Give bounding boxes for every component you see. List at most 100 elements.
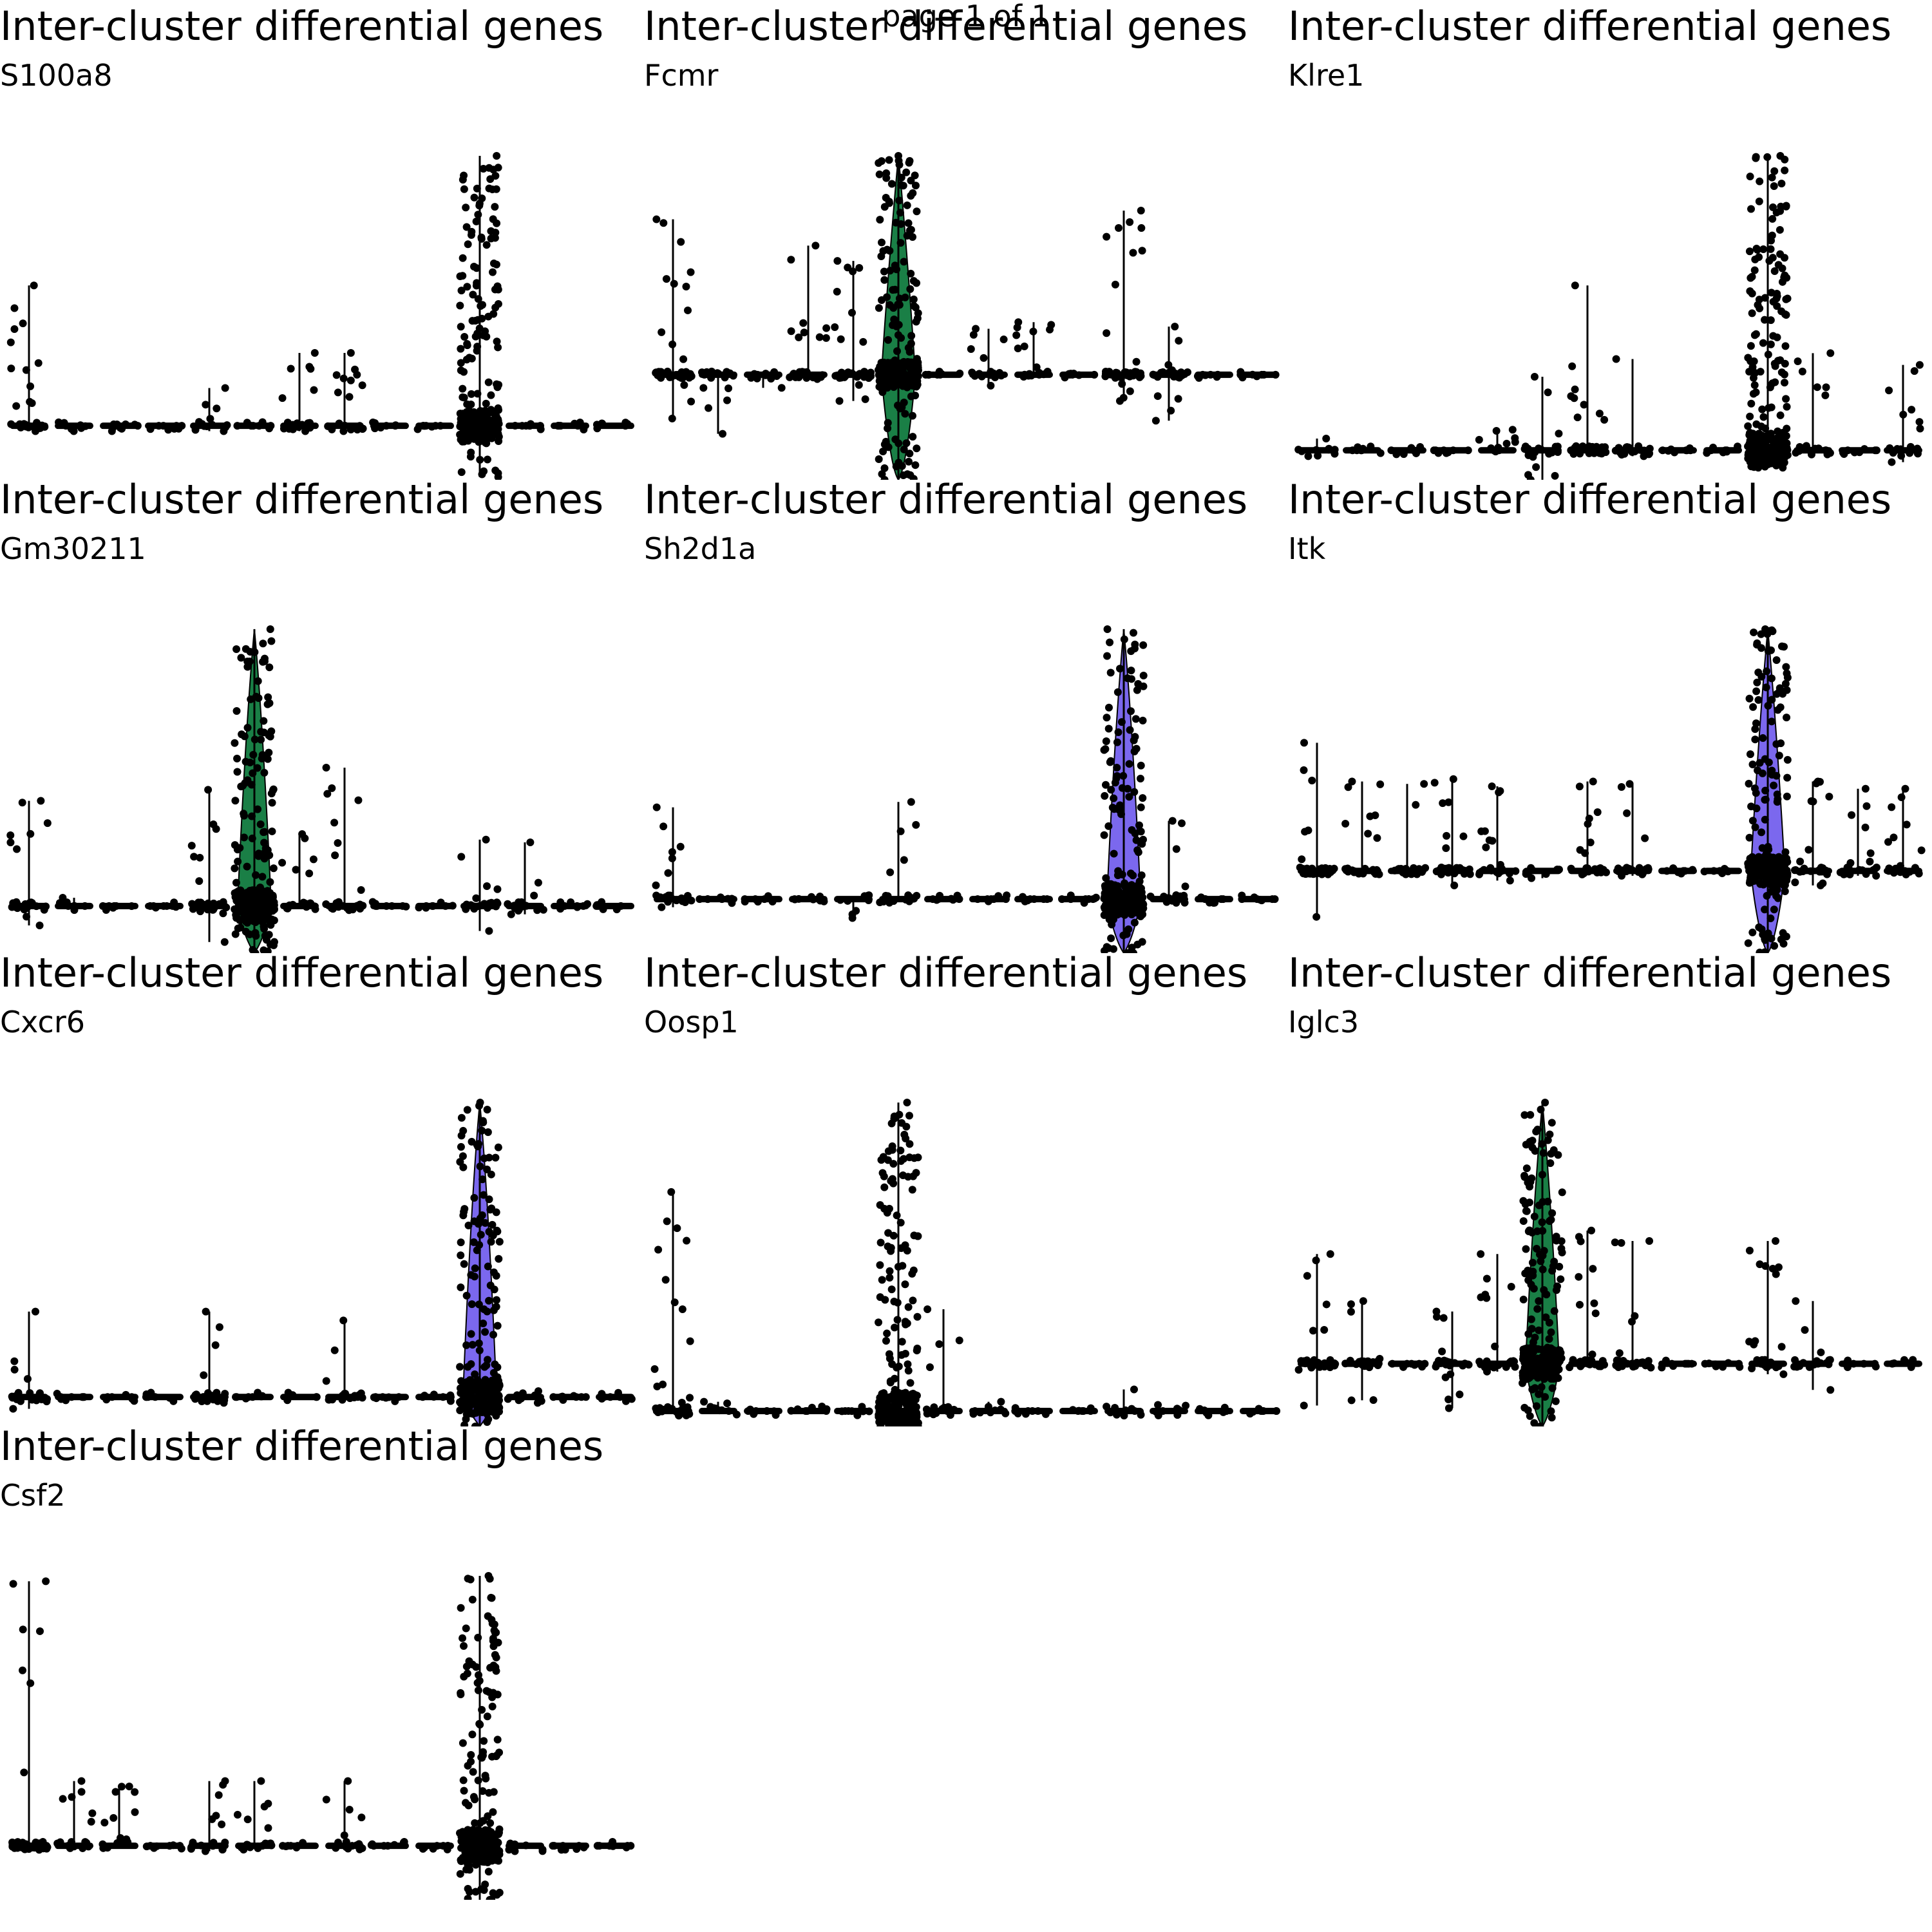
data-point	[1573, 413, 1582, 422]
data-point	[753, 895, 761, 904]
data-point	[898, 1351, 906, 1359]
data-point	[1028, 1407, 1037, 1416]
data-point	[907, 192, 915, 200]
data-point	[913, 207, 921, 216]
data-point	[777, 384, 786, 392]
data-point	[160, 902, 168, 910]
data-point	[1120, 635, 1128, 643]
data-point	[1475, 435, 1483, 444]
data-point	[1110, 794, 1118, 802]
data-point	[215, 1323, 223, 1331]
data-point	[877, 252, 886, 261]
data-point	[910, 1154, 918, 1162]
data-point	[191, 904, 199, 912]
data-point	[999, 336, 1008, 344]
data-point	[322, 1377, 330, 1385]
data-point	[1298, 447, 1306, 455]
data-point	[464, 240, 472, 249]
data-point	[1021, 1410, 1030, 1418]
chart-panel-1: Inter-cluster differential genes S100a8	[0, 6, 644, 480]
data-point	[1580, 401, 1588, 409]
data-point	[1758, 405, 1766, 413]
data-point	[213, 1388, 221, 1397]
data-point	[708, 367, 716, 375]
data-point	[668, 1405, 676, 1413]
data-point	[470, 1832, 478, 1841]
data-point	[667, 1188, 676, 1196]
data-point	[1364, 829, 1372, 838]
data-point	[1557, 1275, 1565, 1283]
data-point	[344, 1841, 352, 1850]
data-point	[892, 1403, 900, 1412]
data-point	[1130, 1385, 1138, 1394]
group-9	[369, 418, 409, 433]
data-point	[724, 1407, 733, 1416]
data-point	[1507, 1283, 1515, 1291]
data-point	[1403, 866, 1412, 875]
data-point	[123, 1840, 131, 1848]
data-point	[890, 315, 898, 323]
data-point	[429, 902, 437, 910]
data-point	[305, 869, 314, 878]
data-point	[891, 261, 899, 270]
data-point	[334, 839, 342, 848]
data-point	[486, 1575, 494, 1583]
data-point	[490, 1395, 498, 1403]
data-point	[489, 1634, 497, 1643]
data-point	[838, 1407, 846, 1416]
data-point	[491, 203, 499, 211]
group-3	[741, 892, 782, 906]
data-point	[880, 276, 889, 284]
data-point	[484, 378, 493, 386]
data-point	[470, 193, 478, 202]
data-point	[23, 1375, 32, 1383]
group-7	[1567, 777, 1610, 878]
group-11	[1100, 625, 1148, 953]
data-point	[485, 1195, 493, 1204]
data-point	[1376, 780, 1385, 788]
data-point	[1449, 775, 1457, 783]
data-point	[1817, 1348, 1825, 1356]
data-point	[911, 1415, 920, 1423]
data-point	[328, 784, 336, 792]
data-point	[882, 193, 890, 202]
data-point	[1103, 943, 1111, 951]
data-point	[243, 658, 252, 666]
data-point	[1781, 848, 1790, 857]
data-point	[477, 1231, 485, 1239]
data-point	[1548, 1384, 1557, 1392]
data-point	[902, 1320, 910, 1329]
group-7	[922, 368, 964, 379]
data-point	[1197, 893, 1206, 902]
data-point	[1538, 1218, 1546, 1226]
data-point	[822, 334, 830, 342]
data-point	[908, 1186, 916, 1194]
data-point	[880, 1183, 889, 1191]
data-point	[1745, 833, 1754, 842]
data-point	[164, 426, 173, 434]
gene-label: Cxcr6	[0, 1005, 86, 1039]
gene-label: Sh2d1a	[644, 531, 757, 566]
data-point	[1909, 1356, 1917, 1364]
data-point	[1552, 1236, 1560, 1245]
data-point	[911, 182, 920, 190]
data-point	[301, 834, 309, 842]
data-point	[1086, 1404, 1095, 1412]
chart-title: Inter-cluster differential genes	[0, 1423, 604, 1470]
data-point	[1768, 717, 1776, 726]
data-point	[1663, 867, 1671, 875]
group-1	[6, 281, 49, 435]
data-point	[817, 373, 825, 381]
data-point	[468, 317, 477, 325]
data-point	[460, 1260, 468, 1268]
data-point	[243, 419, 251, 427]
data-point	[457, 1283, 465, 1291]
data-point	[251, 735, 259, 744]
data-point	[480, 1737, 488, 1745]
data-point	[1750, 784, 1759, 793]
data-point	[1298, 855, 1306, 864]
data-point	[904, 1360, 912, 1368]
data-point	[1343, 864, 1352, 873]
data-point	[270, 898, 278, 907]
data-point	[1027, 372, 1036, 380]
